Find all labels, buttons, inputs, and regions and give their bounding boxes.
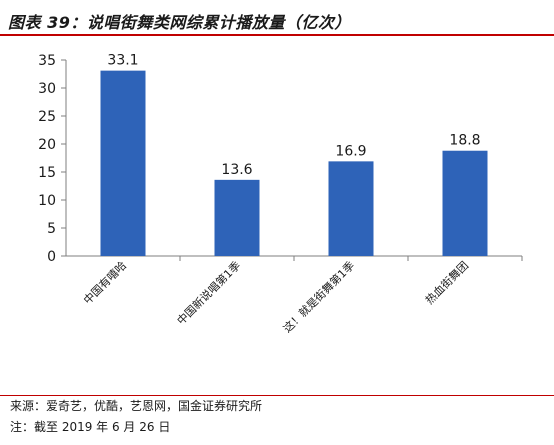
chart-title-bar: 图表 39：说唱街舞类网综累计播放量（亿次） — [0, 0, 554, 38]
bar-3 — [328, 161, 374, 256]
title-divider — [0, 34, 554, 36]
x-category-label: 中国有嘻哈 — [80, 258, 129, 307]
y-tick-label: 35 — [38, 53, 56, 69]
data-label: 33.1 — [107, 53, 138, 69]
y-tick-label: 5 — [47, 221, 56, 237]
source-note: 来源：爱奇艺，优酷，艺恩网，国金证券研究所 — [10, 399, 263, 413]
x-category-label: 热血街舞团 — [422, 258, 471, 307]
y-tick-label: 15 — [38, 165, 56, 181]
data-label: 16.9 — [335, 143, 366, 159]
date-note: 注：截至 2019 年 6 月 26 日 — [10, 420, 171, 434]
bar-1 — [100, 70, 146, 256]
footer-divider — [0, 395, 554, 396]
x-category-label: 这！就是街舞第1季 — [280, 258, 357, 335]
y-tick-label: 20 — [38, 137, 56, 153]
y-tick-label: 0 — [47, 249, 56, 265]
y-tick-label: 30 — [38, 81, 56, 97]
bar-2 — [214, 179, 260, 256]
y-tick-label: 10 — [38, 193, 56, 209]
y-tick-label: 25 — [38, 109, 56, 125]
data-label: 18.8 — [449, 133, 480, 149]
bar-chart: 0 5 10 15 20 25 30 35 33.1 中国有嘻哈 13.6 中国新说唱第1季 16.9 这… — [38, 53, 523, 335]
data-label: 13.6 — [221, 162, 252, 178]
bar-4 — [442, 150, 488, 256]
chart-title: 图表 39：说唱街舞类网综累计播放量（亿次） — [8, 13, 351, 32]
x-category-label: 中国新说唱第1季 — [174, 258, 243, 327]
